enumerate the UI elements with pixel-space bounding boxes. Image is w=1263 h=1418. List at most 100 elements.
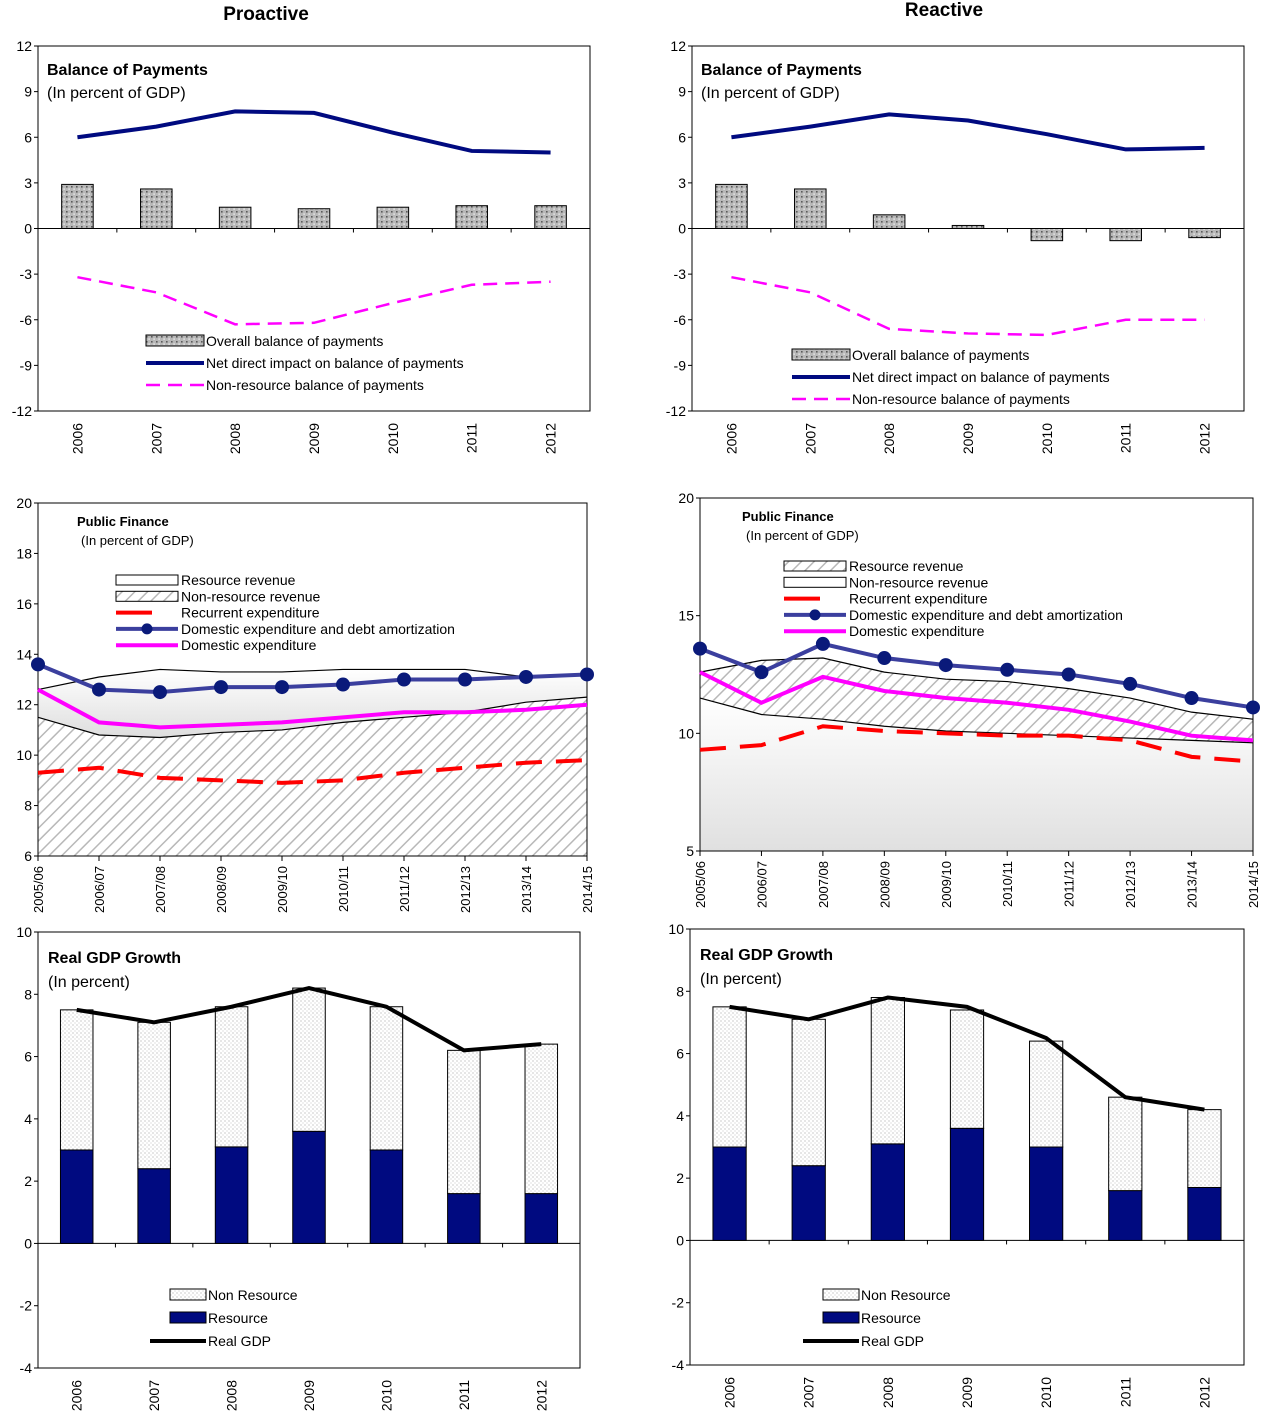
y-tick-label: 9 (678, 84, 686, 100)
bar-non-resource (791, 1018, 826, 1167)
line-recurrent-expenditure (699, 724, 1254, 764)
bar-non-resource (1029, 1040, 1064, 1148)
x-tick-label: 2007 (802, 423, 818, 454)
x-tick-label: 2007 (148, 423, 164, 454)
marker-domestic-exp-debt (1000, 662, 1015, 677)
x-tick-label: 2012 (1197, 423, 1213, 454)
bar-resource (1187, 1186, 1222, 1241)
x-tick-label: 2011/12 (1062, 861, 1077, 907)
legend-label: Net direct impact on balance of payments (206, 355, 464, 371)
x-tick-label: 2006 (69, 1380, 85, 1411)
y-tick-label: 5 (686, 843, 694, 859)
x-tick-label: 2008 (880, 1377, 896, 1408)
marker-domestic-exp-debt (214, 680, 228, 695)
x-tick-label: 2010 (1039, 423, 1055, 454)
legend-label: Real GDP (861, 1333, 924, 1349)
x-tick-label: 2012/13 (1123, 861, 1138, 908)
marker-domestic-exp-debt (92, 682, 106, 697)
x-tick-label: 2005/06 (693, 861, 708, 908)
y-tick-label: 2 (24, 1173, 32, 1189)
y-tick-label: 10 (16, 924, 32, 940)
y-tick-label: -4 (20, 1360, 33, 1376)
x-tick-label: 2010 (378, 1380, 394, 1411)
x-tick-label: 2013/14 (1185, 861, 1200, 908)
x-tick-label: 2008 (881, 423, 897, 454)
gdp_proactive-chart: -4 -2 0 2 4 6 8 10 Real GDP Growth (In percent) No… (16, 924, 581, 1411)
marker-domestic-exp-debt (458, 672, 472, 687)
bar-overall-bop (715, 183, 748, 229)
legend-label: Non-resource balance of payments (206, 377, 424, 393)
legend-label: Overall balance of payments (852, 347, 1029, 363)
bar-overall-bop (455, 205, 488, 229)
chart-subtitle: (In percent) (48, 974, 130, 991)
bar-overall-bop (61, 183, 94, 229)
marker-domestic-exp-debt (1061, 667, 1076, 682)
x-tick-label: 2006 (722, 1377, 738, 1408)
legend-label: Recurrent expenditure (849, 591, 988, 607)
line-recurrent-expenditure (37, 758, 588, 785)
y-tick-label: -3 (674, 266, 687, 282)
legend-label: Domestic expenditure and debt amortizati… (849, 607, 1123, 623)
chart-title: Real GDP Growth (48, 950, 181, 967)
line-non-resource-revenue-edge (37, 696, 588, 739)
y-tick-label: 4 (676, 1108, 684, 1124)
y-tick-label: 14 (16, 646, 32, 662)
x-tick-label: 2010/11 (336, 866, 351, 912)
y-tick-label: 0 (24, 221, 32, 237)
legend-label: Real GDP (208, 1333, 271, 1349)
bar-non-resource (1187, 1109, 1222, 1188)
area-non-resource-revenue (700, 698, 1253, 851)
x-tick-label: 2010/11 (1000, 861, 1015, 907)
x-tick-label: 2005/06 (31, 866, 46, 913)
y-tick-label: 10 (668, 921, 684, 937)
legend-swatch-overall (145, 334, 205, 347)
x-tick-label: 2007/08 (816, 861, 831, 908)
bar-overall-bop (872, 214, 906, 229)
legend-swatch (783, 576, 847, 588)
proactive-column-title: Proactive (223, 4, 309, 25)
x-tick-label: 2007 (801, 1377, 817, 1408)
line-net-direct-impact (731, 112, 1205, 152)
chart-subtitle: (In percent of GDP) (701, 85, 840, 102)
bar-overall-bop (534, 205, 567, 229)
legend-label: Overall balance of payments (206, 333, 383, 349)
x-tick-label: 2009 (301, 1380, 317, 1411)
y-tick-label: 20 (16, 495, 32, 511)
x-tick-label: 2011/12 (397, 866, 412, 912)
reactive-column-title: Reactive (904, 0, 984, 21)
line-domestic-expenditure (699, 670, 1254, 743)
line-resource-revenue-edge (37, 668, 588, 691)
x-tick-label: 2006 (723, 423, 739, 454)
bar-resource (949, 1127, 985, 1241)
y-tick-label: -3 (20, 266, 33, 282)
x-tick-label: 2010 (385, 423, 401, 454)
bar-resource (447, 1193, 481, 1244)
line-non-resource-bop (731, 275, 1205, 337)
bar-non-resource (870, 997, 905, 1145)
pf_proactive-chart: 6 8 10 12 14 16 18 20 Public Finance (In percent … (16, 495, 595, 913)
x-tick-label: 2014/15 (1246, 861, 1261, 908)
marker-domestic-exp-debt (275, 680, 289, 695)
chart-title: Public Finance (742, 509, 834, 524)
line-non-resource-bop (77, 275, 551, 326)
marker-domestic-exp-debt (815, 636, 830, 651)
bar-resource (1029, 1146, 1064, 1241)
y-tick-label: 4 (24, 1111, 32, 1127)
bar-resource (524, 1193, 559, 1244)
marker-domestic-exp-debt (1123, 676, 1138, 691)
legend-label: Domestic expenditure (849, 623, 985, 639)
marker-domestic-exp-debt (336, 677, 350, 692)
y-tick-label: 16 (16, 596, 32, 612)
y-tick-label: 12 (16, 38, 32, 54)
bar-non-resource (214, 1006, 249, 1148)
x-tick-label: 2012 (543, 423, 559, 454)
bar-resource (369, 1149, 404, 1244)
chart-subtitle: (In percent of GDP) (47, 85, 186, 102)
chart-title: Balance of Payments (47, 62, 208, 79)
marker-domestic-exp-debt (693, 641, 707, 656)
x-tick-label: 2006/07 (754, 861, 769, 908)
legend-label: Resource revenue (849, 558, 964, 574)
chart-title: Balance of Payments (701, 62, 862, 79)
legend-swatch (115, 574, 179, 586)
